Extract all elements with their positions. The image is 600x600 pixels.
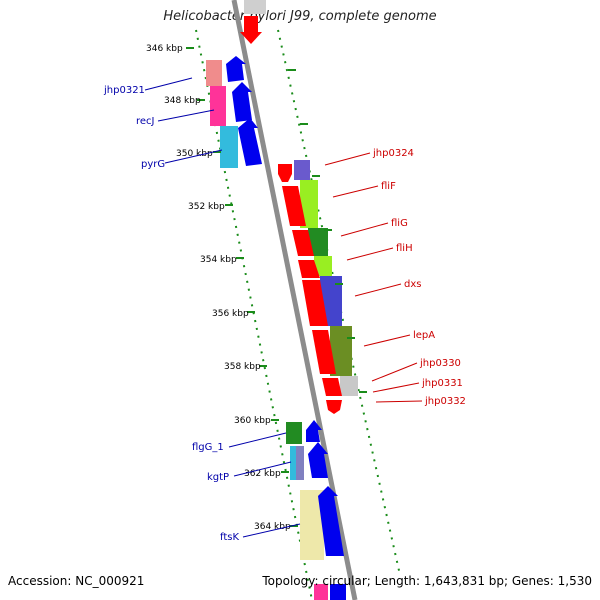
reverse-arrow-6: [318, 486, 344, 556]
gene-label-flig: fliG: [391, 218, 408, 229]
kbp-label-358: 358 kbp: [224, 362, 261, 372]
flig-feature: [308, 228, 328, 256]
forward-arrow-8: [326, 400, 342, 414]
outer-right-dotted-track: [277, 29, 401, 576]
kbp-label-354: 354 kbp: [200, 255, 237, 265]
forward-arrow-6: [312, 330, 336, 374]
forward-arrow-2: [282, 186, 306, 226]
kbp-label-360: 360 kbp: [234, 416, 271, 426]
top-feature-gray: [244, 0, 266, 14]
kbp-label-346: 346 kbp: [146, 44, 183, 54]
gene-label-jhp0332: jhp0332: [424, 396, 466, 407]
kgtp-feature-b: [296, 446, 304, 480]
gene-label-jhp0330: jhp0330: [419, 358, 461, 369]
gene-label-ftsk: ftsK: [220, 532, 239, 543]
forward-arrow-5: [302, 280, 328, 326]
genome-title: Helicobacter pylori J99, complete genome: [163, 9, 437, 24]
accession-text: Accession: NC_000921: [8, 574, 145, 588]
kbp-label-348: 348 kbp: [164, 96, 201, 106]
reverse-arrow-5: [308, 442, 328, 478]
recj-feature: [210, 86, 226, 126]
pyrg-feature: [220, 126, 238, 168]
kbp-label-362: 362 kbp: [244, 469, 281, 479]
reverse-arrow-4: [306, 420, 322, 442]
forward-arrow-3: [292, 230, 314, 256]
genome-backbone: [231, 0, 358, 600]
gene-label-jhp0331: jhp0331: [421, 378, 463, 389]
gene-label-jhp0321: jhp0321: [103, 85, 145, 96]
gene-label-flif: fliF: [381, 181, 396, 192]
jhp0324-feature: [294, 160, 310, 180]
left-gene-leaders: [144, 77, 301, 538]
gene-label-lepa: lepA: [413, 330, 435, 341]
gene-label-flgg1: flgG_1: [192, 442, 224, 453]
flgg1-feature: [286, 422, 302, 444]
gene-label-dxs: dxs: [404, 279, 421, 290]
gene-label-recj: recJ: [136, 116, 155, 127]
flif-feature: [300, 180, 318, 228]
gene-label-jhp0324: jhp0324: [372, 148, 414, 159]
reverse-arrow-2: [232, 82, 252, 122]
jhp0321-feature: [206, 60, 222, 86]
gene-label-kgtp: kgtP: [207, 472, 229, 483]
kbp-label-356: 356 kbp: [212, 309, 249, 319]
lepa-feature: [330, 326, 352, 376]
forward-arrow-1: [278, 164, 292, 182]
gene-label-pyrg: pyrG: [141, 159, 165, 170]
kbp-label-364: 364 kbp: [254, 522, 291, 532]
forward-arrow-4: [298, 260, 320, 278]
bottom-feature-pink: [314, 584, 328, 600]
forward-arrow-7: [322, 378, 342, 396]
bottom-feature-blue: [330, 584, 346, 600]
right-gene-leaders: [324, 152, 423, 403]
topology-summary-text: Topology: circular; Length: 1,643,831 bp…: [262, 574, 592, 588]
jhp0330-feature: [340, 376, 358, 396]
kbp-label-352: 352 kbp: [188, 202, 225, 212]
flih-feature: [314, 256, 332, 276]
right-track-ticks: [288, 69, 367, 393]
kbp-label-350: 350 kbp: [176, 149, 213, 159]
gene-label-flih: fliH: [396, 243, 413, 254]
reverse-arrow-1: [226, 56, 246, 82]
reverse-arrow-3: [238, 118, 262, 166]
kgtp-feature-a: [290, 446, 296, 480]
top-forward-arrow: [240, 16, 262, 44]
kbp-ticks: [186, 47, 298, 527]
